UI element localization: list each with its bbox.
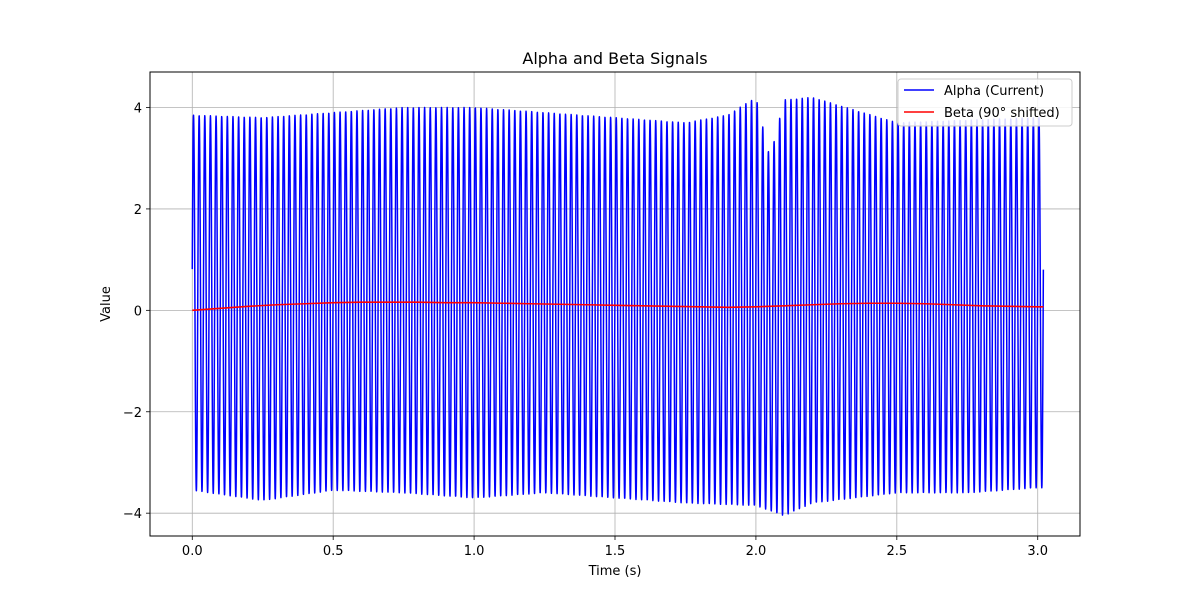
axis-ticks: 0.0 0.5 1.0 1.5 2.0 2.5 3.0 −4 −2 0 2 4 xyxy=(123,101,1048,559)
x-tick-label: 0.0 xyxy=(182,544,203,559)
x-tick-label: 1.5 xyxy=(605,544,626,559)
series-layer xyxy=(191,97,1045,516)
legend-box xyxy=(897,78,1073,127)
y-tick-label: −2 xyxy=(123,406,142,421)
legend-label-beta: Beta (90° shifted) xyxy=(944,106,1060,121)
legend-label-alpha: Alpha (Current) xyxy=(944,84,1044,99)
chart-title: Alpha and Beta Signals xyxy=(522,49,707,68)
y-tick-label: 2 xyxy=(134,203,142,218)
plot-frame xyxy=(149,71,1081,537)
x-tick-label: 2.0 xyxy=(746,544,767,559)
series-line-alpha xyxy=(191,97,1045,516)
y-tick-label: 0 xyxy=(134,304,142,319)
x-tick-label: 1.0 xyxy=(464,544,485,559)
y-axis-label: Value xyxy=(99,286,114,322)
y-tick-label: 4 xyxy=(134,101,142,116)
x-tick-label: 0.5 xyxy=(323,544,344,559)
series-line-beta xyxy=(192,301,1044,312)
legend: Alpha (Current) Beta (90° shifted) xyxy=(897,78,1073,127)
x-tick-label: 2.5 xyxy=(886,544,907,559)
x-tick-label: 3.0 xyxy=(1027,544,1048,559)
x-axis-label: Time (s) xyxy=(588,564,642,579)
y-tick-label: −4 xyxy=(123,507,142,522)
